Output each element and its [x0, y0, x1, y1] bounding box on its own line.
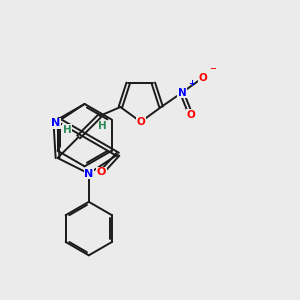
Text: +: +: [188, 79, 195, 88]
Text: O: O: [136, 117, 145, 127]
Text: O: O: [97, 167, 106, 177]
Text: H: H: [98, 122, 107, 131]
Text: O: O: [198, 73, 207, 83]
Text: O: O: [186, 110, 195, 120]
Text: N: N: [51, 118, 60, 128]
Text: N: N: [178, 88, 186, 98]
Text: −: −: [209, 64, 216, 73]
Text: N: N: [84, 169, 93, 178]
Text: H: H: [63, 124, 72, 134]
